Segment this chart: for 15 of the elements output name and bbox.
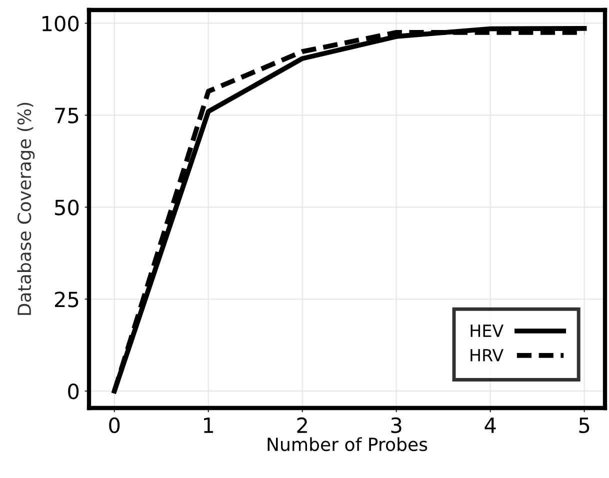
- y-tick-label: 100: [42, 16, 79, 32]
- y-axis-title: Database Coverage (%): [17, 102, 35, 315]
- y-tick-label: 50: [55, 200, 79, 216]
- x-tick-label: 0: [109, 417, 120, 434]
- y-tick-label: 0: [68, 384, 79, 400]
- legend-label: HEV: [470, 324, 504, 337]
- x-tick-label: 5: [579, 418, 590, 434]
- x-tick-label: 4: [484, 418, 496, 433]
- x-tick-label: 1: [204, 418, 214, 433]
- x-tick-label: 3: [391, 417, 402, 434]
- y-tick-label: 75: [55, 108, 78, 124]
- legend-label: HRV: [470, 349, 504, 362]
- y-tick-label: 25: [54, 292, 78, 308]
- x-tick-label: 2: [297, 417, 307, 433]
- x-axis-title: Number of Probes: [268, 437, 428, 452]
